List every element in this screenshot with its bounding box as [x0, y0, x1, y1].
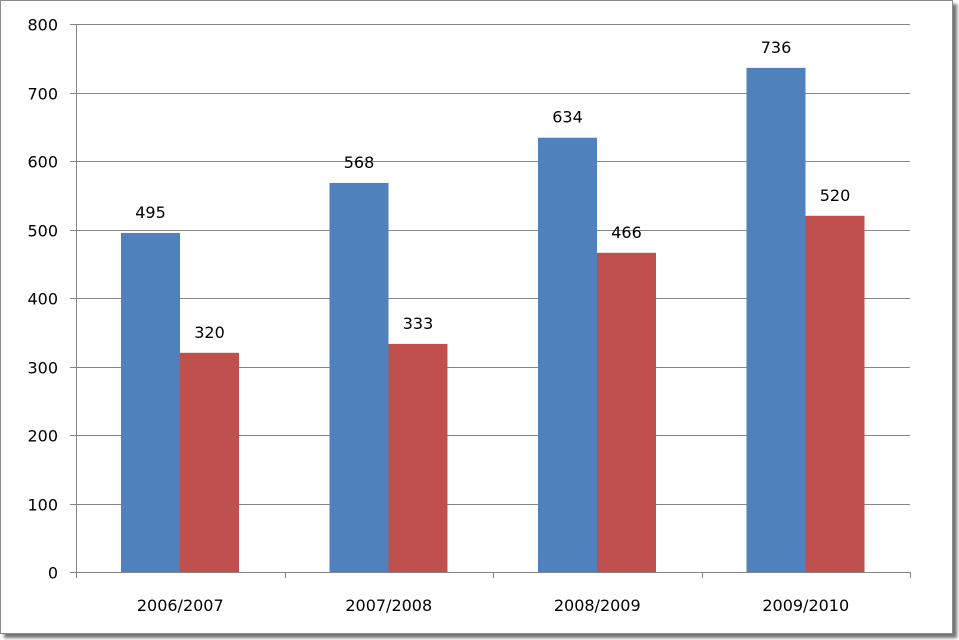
data-label: 466 [611, 223, 642, 242]
y-tick-label: 100 [27, 496, 58, 515]
x-tick-label: 2009/2010 [762, 596, 849, 615]
y-tick-label: 700 [27, 85, 58, 104]
data-label: 736 [761, 38, 792, 57]
bar [597, 252, 656, 573]
y-tick-label: 800 [27, 16, 58, 35]
bar [538, 137, 597, 572]
y-tick-label: 200 [27, 427, 58, 446]
bar [180, 352, 239, 572]
data-label: 568 [344, 153, 375, 172]
bar [805, 215, 865, 573]
data-label: 520 [820, 186, 851, 205]
bar [388, 343, 448, 572]
y-tick-label: 0 [48, 564, 58, 583]
y-tick-label: 500 [27, 222, 58, 241]
y-tick-label: 400 [27, 290, 58, 309]
bars [121, 67, 865, 573]
labels: 0 100 200 300 400 500 600 700 800 495 320 2006/2007… [27, 16, 850, 616]
data-label: 495 [135, 203, 166, 222]
bar [746, 67, 806, 572]
bar [121, 232, 180, 573]
data-label: 320 [194, 323, 225, 342]
bar [329, 182, 389, 573]
data-label: 634 [552, 108, 583, 127]
x-tick-label: 2007/2008 [345, 596, 432, 615]
y-tick-label: 600 [27, 153, 58, 172]
axes [70, 24, 911, 578]
data-label: 333 [403, 314, 434, 333]
y-tick-label: 300 [27, 359, 58, 378]
x-tick-label: 2006/2007 [137, 596, 224, 615]
x-tick-label: 2008/2009 [554, 596, 641, 615]
